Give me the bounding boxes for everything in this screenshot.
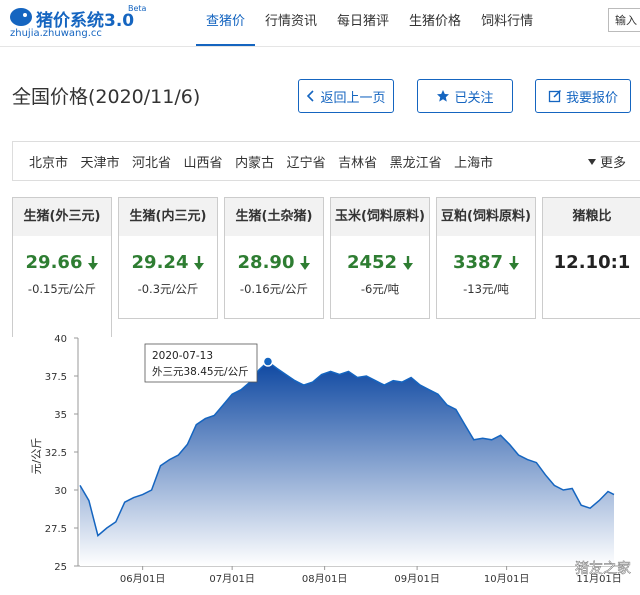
- page-title: 全国价格(2020/11/6): [12, 86, 201, 108]
- button-label: 我要报价: [565, 90, 618, 106]
- nav-item[interactable]: 饲料行情: [481, 14, 534, 29]
- down-arrow: [88, 255, 99, 270]
- province[interactable]: 天津市: [80, 155, 120, 171]
- chevron-icon: [307, 90, 315, 102]
- x-tick-label: 07月01日: [209, 573, 254, 585]
- header: 猪价系统3.0 Beta zhujia.zhuwang.cc 查猪价 行情资讯 每日…: [0, 0, 640, 47]
- card-value: 28.90: [237, 252, 295, 273]
- caret-icon: [588, 158, 596, 165]
- card-value: 3387: [452, 252, 504, 273]
- card-name: 豆粕(饲料原料): [437, 198, 535, 236]
- tooltip-box: [144, 343, 258, 383]
- price-card[interactable]: 生猪(内三元) 29.24 -0.3元/公斤: [118, 197, 218, 319]
- more-button[interactable]: 更多: [588, 152, 626, 171]
- price-card[interactable]: 生猪(土杂猪) 28.90 -0.16元/公斤: [224, 197, 324, 319]
- button-label: 返回上一页: [320, 90, 386, 106]
- logo-url: zhujia.zhuwang.cc: [10, 28, 102, 39]
- follow-button[interactable]: 已关注: [417, 79, 513, 113]
- down-arrow: [194, 255, 205, 270]
- card-value-row: 29.66: [13, 252, 111, 273]
- tooltip-date: 2020-07-13: [152, 350, 213, 362]
- edit-icon: [548, 89, 562, 103]
- down-arrow: [509, 255, 520, 270]
- logo-title: 猪价系统3.0: [36, 11, 135, 31]
- province[interactable]: 山西省: [183, 155, 223, 171]
- y-tick-label: 27.5: [45, 524, 67, 535]
- area: [80, 361, 614, 566]
- province[interactable]: 吉林省: [338, 155, 378, 171]
- card-name: 玉米(饲料原料): [331, 198, 429, 236]
- more-label: 更多: [600, 156, 627, 171]
- watermark: 猪友之家: [575, 560, 631, 577]
- card-change: -0.16元/公斤: [239, 282, 309, 296]
- card-value-row: 3387: [437, 252, 535, 273]
- y-tick-label: 40: [54, 334, 67, 345]
- x-tick-label: 06月01日: [120, 573, 165, 585]
- card-value: 29.66: [25, 252, 83, 273]
- star-icon: [437, 90, 450, 102]
- province[interactable]: 北京市: [29, 155, 69, 171]
- logo-icon: [10, 8, 32, 26]
- card-name: 生猪(土杂猪): [225, 198, 323, 236]
- card-change: -0.3元/公斤: [137, 282, 199, 296]
- nav-item[interactable]: 行情资讯: [265, 14, 318, 29]
- card-change: -6元/吨: [360, 282, 400, 296]
- card-value-row: 2452: [331, 252, 429, 273]
- y-tick-label: 37.5: [45, 372, 67, 383]
- x-tick-label: 11月01日: [576, 573, 621, 585]
- nav-item[interactable]: 每日猪评: [337, 14, 390, 29]
- nav-item[interactable]: 查猪价: [196, 0, 256, 46]
- tooltip-text: 外三元38.45元/公斤: [152, 366, 249, 378]
- x-tick-label: 09月01日: [394, 573, 439, 585]
- card-value: 29.24: [131, 252, 189, 273]
- price-card[interactable]: 猪粮比 12.10:1: [542, 197, 640, 319]
- nav-item[interactable]: 生猪价格: [409, 14, 462, 29]
- x-tick-label: 10月01日: [484, 573, 529, 585]
- y-tick-label: 30: [54, 486, 67, 497]
- card-value: 12.10:1: [553, 252, 631, 273]
- province[interactable]: 上海市: [454, 155, 494, 171]
- province[interactable]: 辽宁省: [286, 155, 326, 171]
- search-button[interactable]: 输入: [608, 8, 640, 32]
- card-name: 生猪(内三元): [119, 198, 217, 236]
- card-value-row: 28.90: [225, 252, 323, 273]
- y-tick-label: 35: [54, 410, 67, 421]
- tooltip-point: [262, 356, 274, 367]
- price-card[interactable]: 生猪(外三元) 29.66 -0.15元/公斤: [12, 197, 112, 337]
- card-value-row: 12.10:1: [543, 252, 640, 273]
- down-arrow: [300, 255, 311, 270]
- province[interactable]: 内蒙古: [235, 155, 275, 171]
- card-value-row: 29.24: [119, 252, 217, 273]
- down-arrow: [403, 255, 414, 270]
- button-label: 已关注: [454, 90, 494, 106]
- card-change: -13元/吨: [463, 282, 509, 296]
- y-axis-label: 元/公斤: [30, 438, 43, 475]
- chart: 元/公斤 40 37.5 35 32.5 30 27.5 25 06月01日 07月01日 08月…: [30, 334, 631, 585]
- province-bar: 北京市 天津市 河北省 山西省 内蒙古 辽宁省 吉林省 黑龙江省 上海市: [12, 141, 640, 181]
- card-name: 猪粮比: [543, 198, 640, 236]
- x-tick-label: 08月01日: [302, 573, 347, 585]
- province[interactable]: 河北省: [132, 155, 172, 171]
- card-name: 生猪(外三元): [13, 198, 111, 236]
- province[interactable]: 黑龙江省: [389, 155, 442, 171]
- price-card[interactable]: 玉米(饲料原料) 2452 -6元/吨: [330, 197, 430, 319]
- card-value: 2452: [346, 252, 398, 273]
- y-tick-label: 25: [54, 562, 67, 573]
- logo-beta: Beta: [128, 4, 147, 13]
- y-tick-label: 32.5: [45, 448, 67, 459]
- nav: 查猪价 行情资讯 每日猪评 生猪价格 饲料行情: [196, 0, 543, 46]
- card-change: -0.15元/公斤: [27, 282, 97, 296]
- back-button[interactable]: 返回上一页: [298, 79, 394, 113]
- line: [79, 360, 615, 537]
- price-card[interactable]: 豆粕(饲料原料) 3387 -13元/吨: [436, 197, 536, 319]
- quote-button[interactable]: 我要报价: [535, 79, 631, 113]
